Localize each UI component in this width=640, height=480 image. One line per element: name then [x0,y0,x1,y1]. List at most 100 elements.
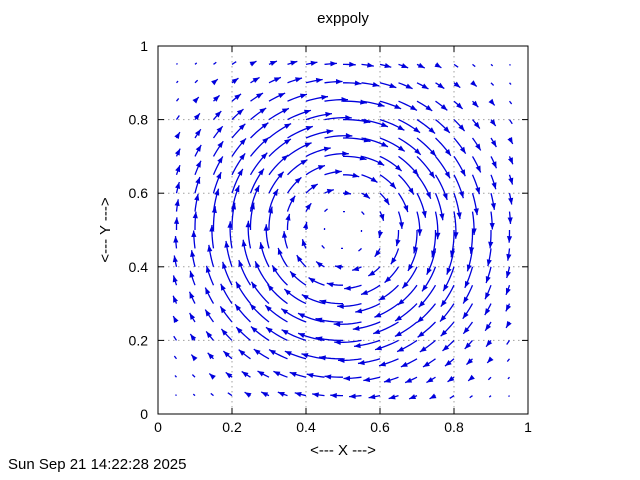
vector-arrowhead [375,345,383,351]
vector-arrowhead [296,255,303,263]
vector-arrowhead [277,392,285,397]
vector-arrowhead [174,148,181,156]
vector-arrowhead [471,228,477,235]
vector-arrowhead [290,271,297,278]
vector-arrowhead [344,285,351,291]
vector-arrowhead [355,308,363,314]
vector-arrowhead [486,259,492,267]
vector-arrowhead [267,284,274,292]
vector-arrowhead [259,108,267,114]
vector-arrowhead [326,129,334,135]
vector-arrowhead [405,377,413,383]
vector-arrowhead [205,309,211,317]
vector-arrowhead [255,261,261,269]
vector-arrowhead [306,372,314,379]
vector-arrow [453,63,459,68]
vector-arrowhead [330,393,337,399]
vector-arrowhead [175,182,181,189]
vector-arrowhead [216,126,223,133]
vector-arrowhead [216,172,222,180]
vector-arrowhead [173,316,179,323]
y-tick-labels: 0 0.2 0.4 0.6 0.8 1 [129,38,149,422]
vector-arrowhead [487,356,494,363]
vector-arrowhead [401,63,409,68]
x-tick-label: 0.2 [222,419,242,435]
vector-arrowhead [193,113,200,121]
vector-arrowhead [359,155,367,161]
vector-arrowhead [249,61,257,67]
vector-arrowhead [263,224,269,231]
vector-arrow [469,395,473,399]
vector-arrowhead [192,211,198,219]
plot-border-rect [157,45,529,415]
vector-arrowhead [440,329,448,337]
vector-arrowhead [206,331,213,339]
vector-arrowhead [315,77,323,84]
vector-arrow [358,247,362,252]
y-tick-label: 0.4 [129,259,149,275]
vector-arrowhead [421,210,427,218]
vector-arrow [173,335,178,341]
vector-arrowhead [269,61,277,66]
vector-arrowhead [426,267,432,275]
vector-arrow [507,376,510,380]
vector-arrowhead [284,289,291,296]
x-tick-label: 0.8 [444,419,464,435]
vector-arrowhead [344,190,352,196]
vector-arrows [172,60,514,400]
vector-arrowhead [273,371,281,377]
vector-arrowhead [466,264,472,272]
vector-arrowhead [449,250,456,258]
vector-arrow [175,394,177,397]
vector-arrowhead [173,217,180,224]
x-tick-labels: 0 0.2 0.4 0.6 0.8 1 [154,419,532,435]
vector-arrow [227,392,233,397]
vector-arrowhead [211,79,218,86]
vector-arrowhead [443,126,450,133]
vector-arrowhead [260,152,268,160]
vector-arrowhead [173,295,178,303]
vector-arrowhead [265,327,273,334]
vector-arrowhead [352,172,360,178]
vector-arrowhead [409,394,417,399]
vector-arrowhead [458,191,464,199]
vector-arrowhead [363,192,370,199]
vector-arrowhead [221,328,228,336]
vector-arrow [509,82,512,85]
vector-arrowhead [437,82,445,89]
vector-arrowhead [238,349,246,356]
vector-arrowhead [463,327,470,334]
vector-arrowhead [413,246,419,254]
vector-arrowhead [379,361,387,367]
vector-arrowhead [285,213,291,221]
vector-arrowhead [460,169,466,177]
vector-arrowhead [370,176,378,183]
vector-arrow [324,208,328,213]
vector-arrowhead [194,129,201,137]
vector-arrowhead [261,122,269,129]
y-tick-label: 0.8 [129,112,149,128]
vector-arrowhead [507,217,513,224]
vector-arrowhead [189,312,196,320]
vector-arrowhead [301,353,309,359]
vector-arrowhead [284,138,291,145]
vector-arrowhead [304,142,312,148]
vector-arrowhead [303,222,309,229]
vector-arrowhead [190,333,197,341]
vector-arrowhead [431,250,437,258]
vector-arrowhead [408,187,414,195]
vector-arrowhead [337,303,344,310]
vector-arrowhead [439,213,445,221]
vector-arrowhead [505,304,512,312]
vector-arrowhead [490,202,496,210]
timestamp: Sun Sep 21 14:22:28 2025 [8,456,187,473]
vector-arrowhead [191,354,198,362]
vector-arrowhead [241,239,247,247]
vector-arrowhead [267,206,273,214]
vector-arrowhead [374,312,382,318]
vector-arrowhead [405,83,413,89]
vector-arrowhead [383,377,391,383]
vector-arrowhead [281,154,289,162]
vector-arrowhead [173,236,179,243]
vector-arrowhead [398,222,405,229]
